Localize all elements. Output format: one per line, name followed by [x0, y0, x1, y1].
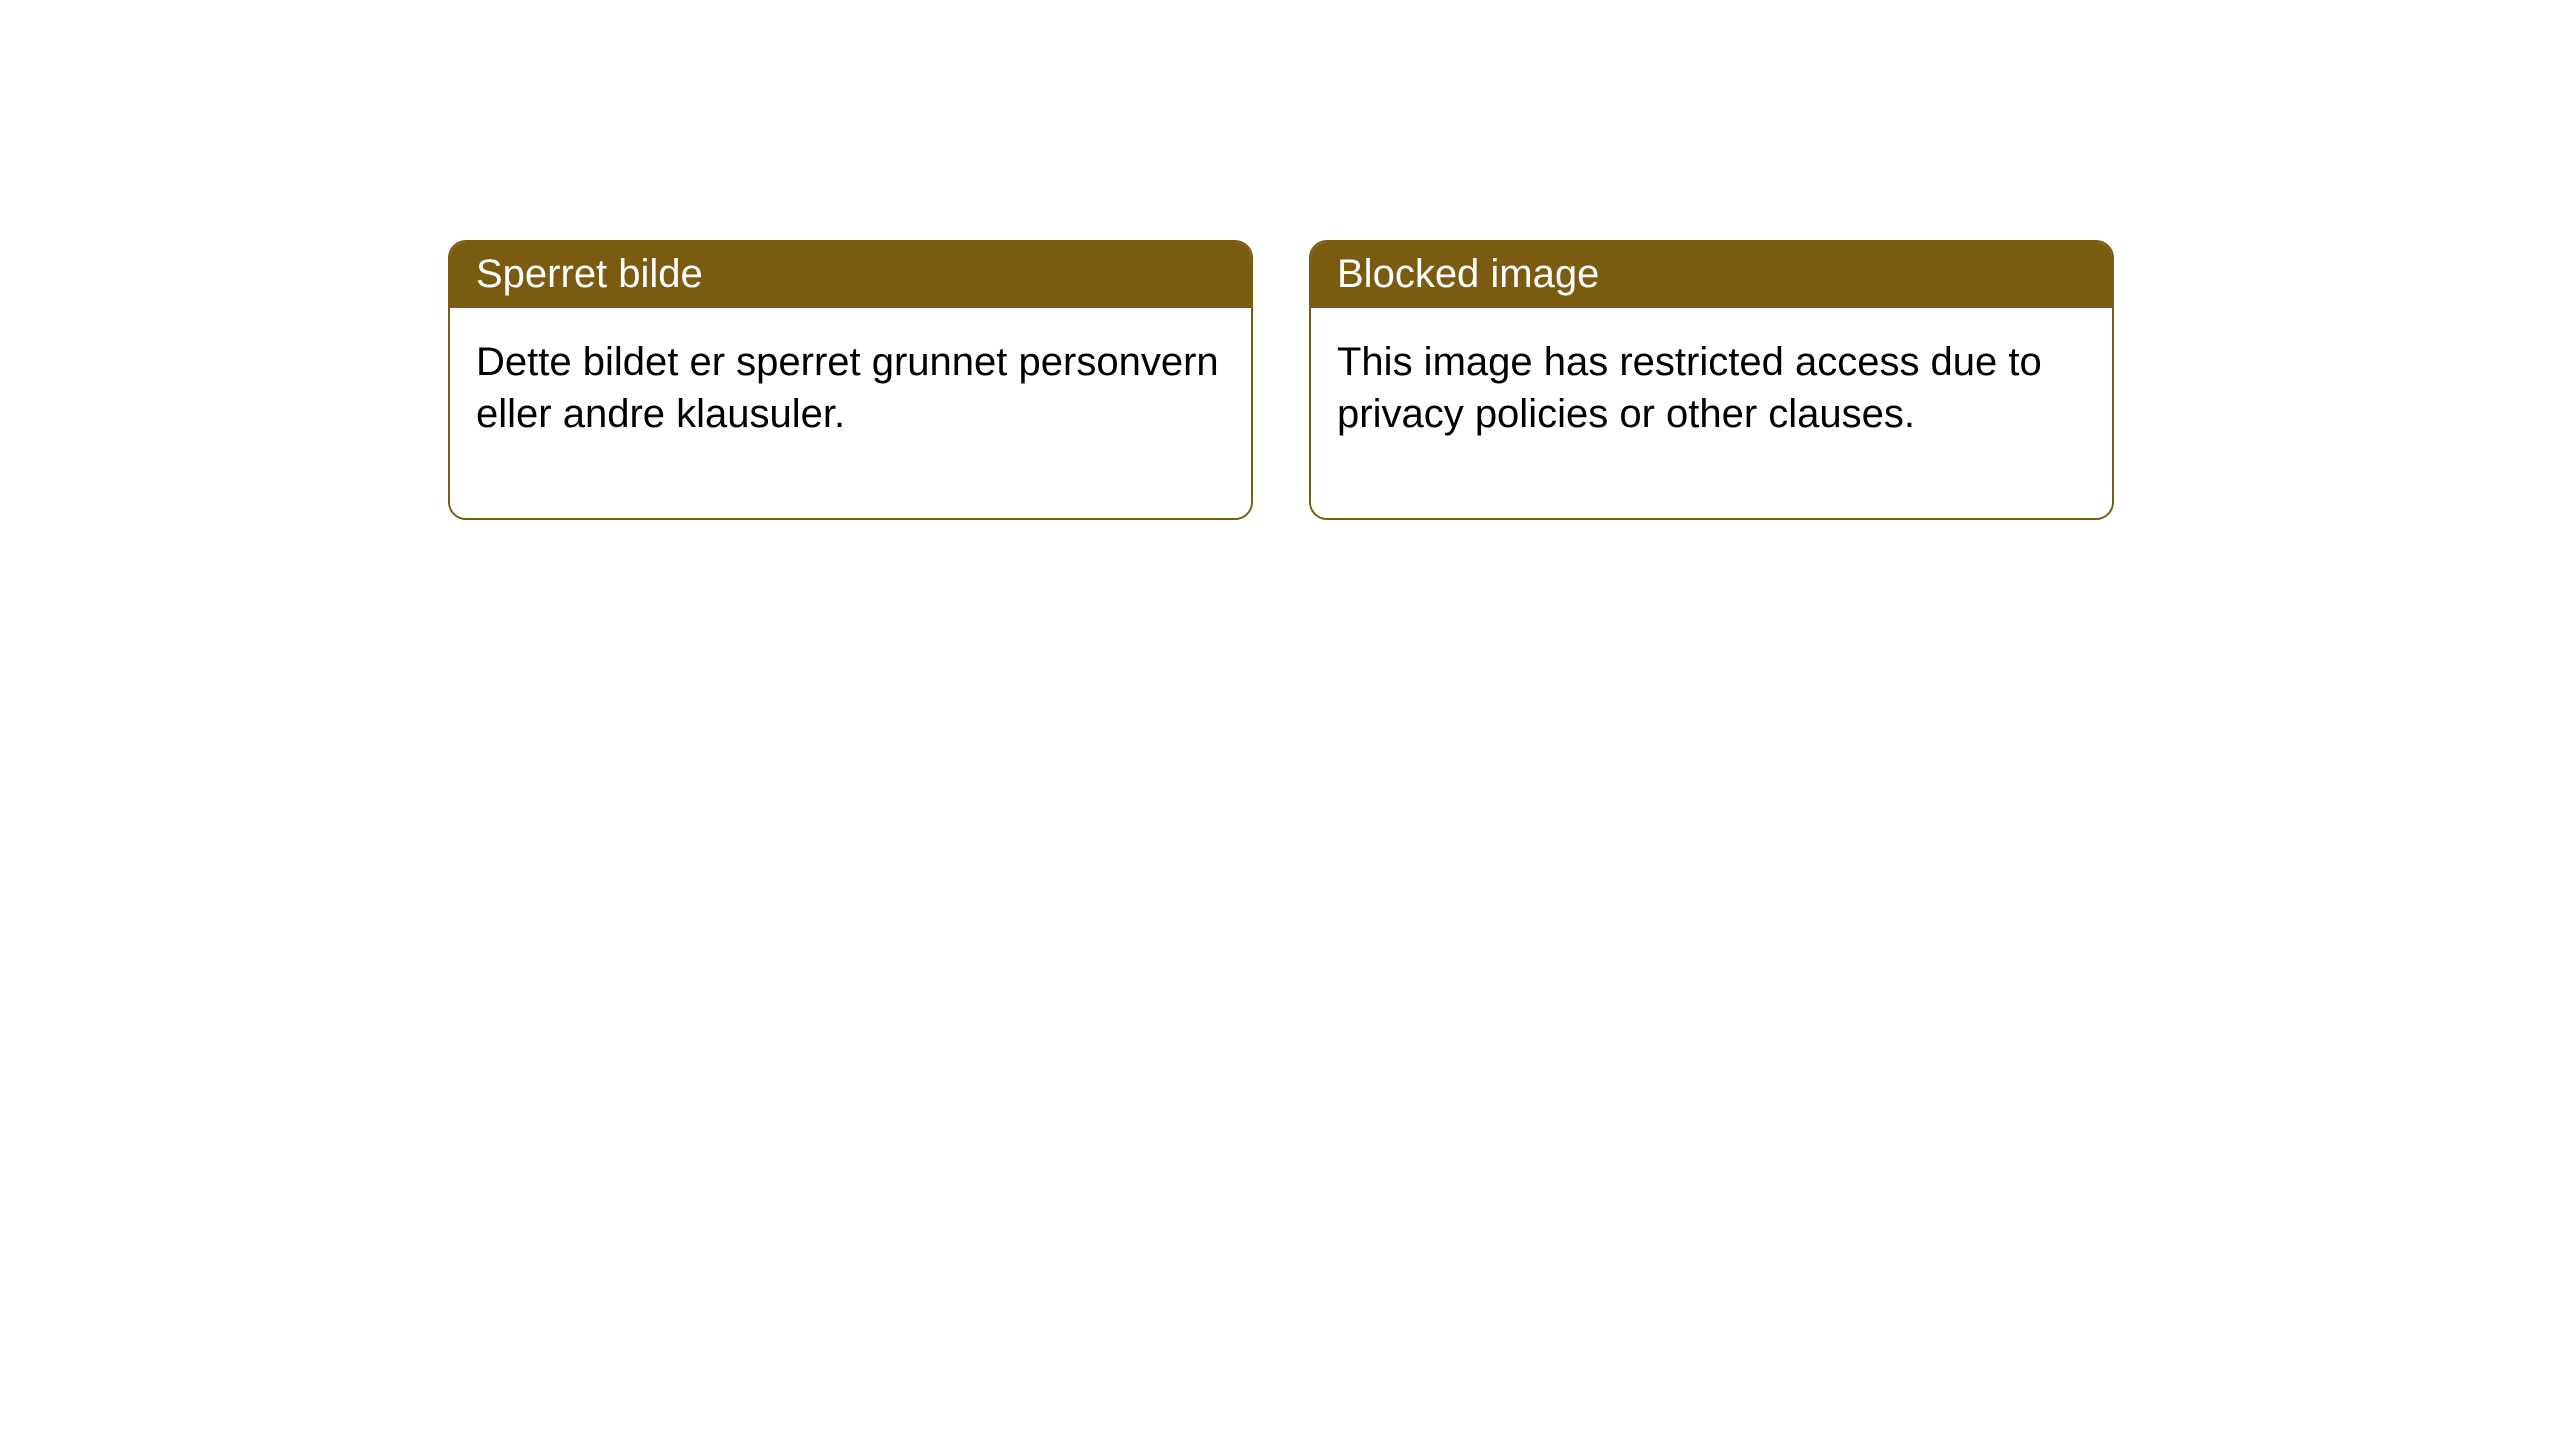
notice-card-header: Blocked image: [1311, 242, 2112, 308]
notice-card-en: Blocked image This image has restricted …: [1309, 240, 2114, 520]
notice-card-body: This image has restricted access due to …: [1311, 308, 2112, 518]
notice-card-no: Sperret bilde Dette bildet er sperret gr…: [448, 240, 1253, 520]
notice-card-header: Sperret bilde: [450, 242, 1251, 308]
notice-card-body: Dette bildet er sperret grunnet personve…: [450, 308, 1251, 518]
notice-cards-row: Sperret bilde Dette bildet er sperret gr…: [448, 240, 2114, 520]
